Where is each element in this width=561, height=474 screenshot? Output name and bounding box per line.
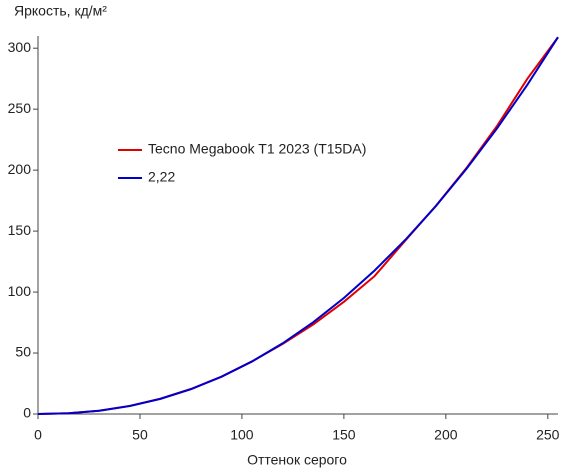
series-line xyxy=(37,36,559,415)
y-tick-label: 300 xyxy=(8,39,32,55)
y-tick-label: 100 xyxy=(8,283,32,299)
y-tick-label: 150 xyxy=(8,222,32,238)
x-axis-label: Оттенок серого xyxy=(247,452,347,468)
y-tick-label: 0 xyxy=(23,405,31,421)
x-tick-label: 50 xyxy=(132,427,148,443)
x-tick-label: 100 xyxy=(230,427,254,443)
y-tick-label: 250 xyxy=(8,100,32,116)
series-line xyxy=(37,36,559,415)
chart-title: Яркость, кд/м² xyxy=(14,3,107,19)
y-tick-label: 50 xyxy=(15,344,31,360)
x-tick-label: 150 xyxy=(332,427,356,443)
legend-label: 2,22 xyxy=(148,169,175,185)
x-tick-label: 0 xyxy=(34,427,42,443)
x-tick-label: 250 xyxy=(536,427,560,443)
x-tick-label: 200 xyxy=(434,427,458,443)
y-tick-label: 200 xyxy=(8,161,32,177)
legend-label: Tecno Megabook T1 2023 (T15DA) xyxy=(148,141,366,157)
